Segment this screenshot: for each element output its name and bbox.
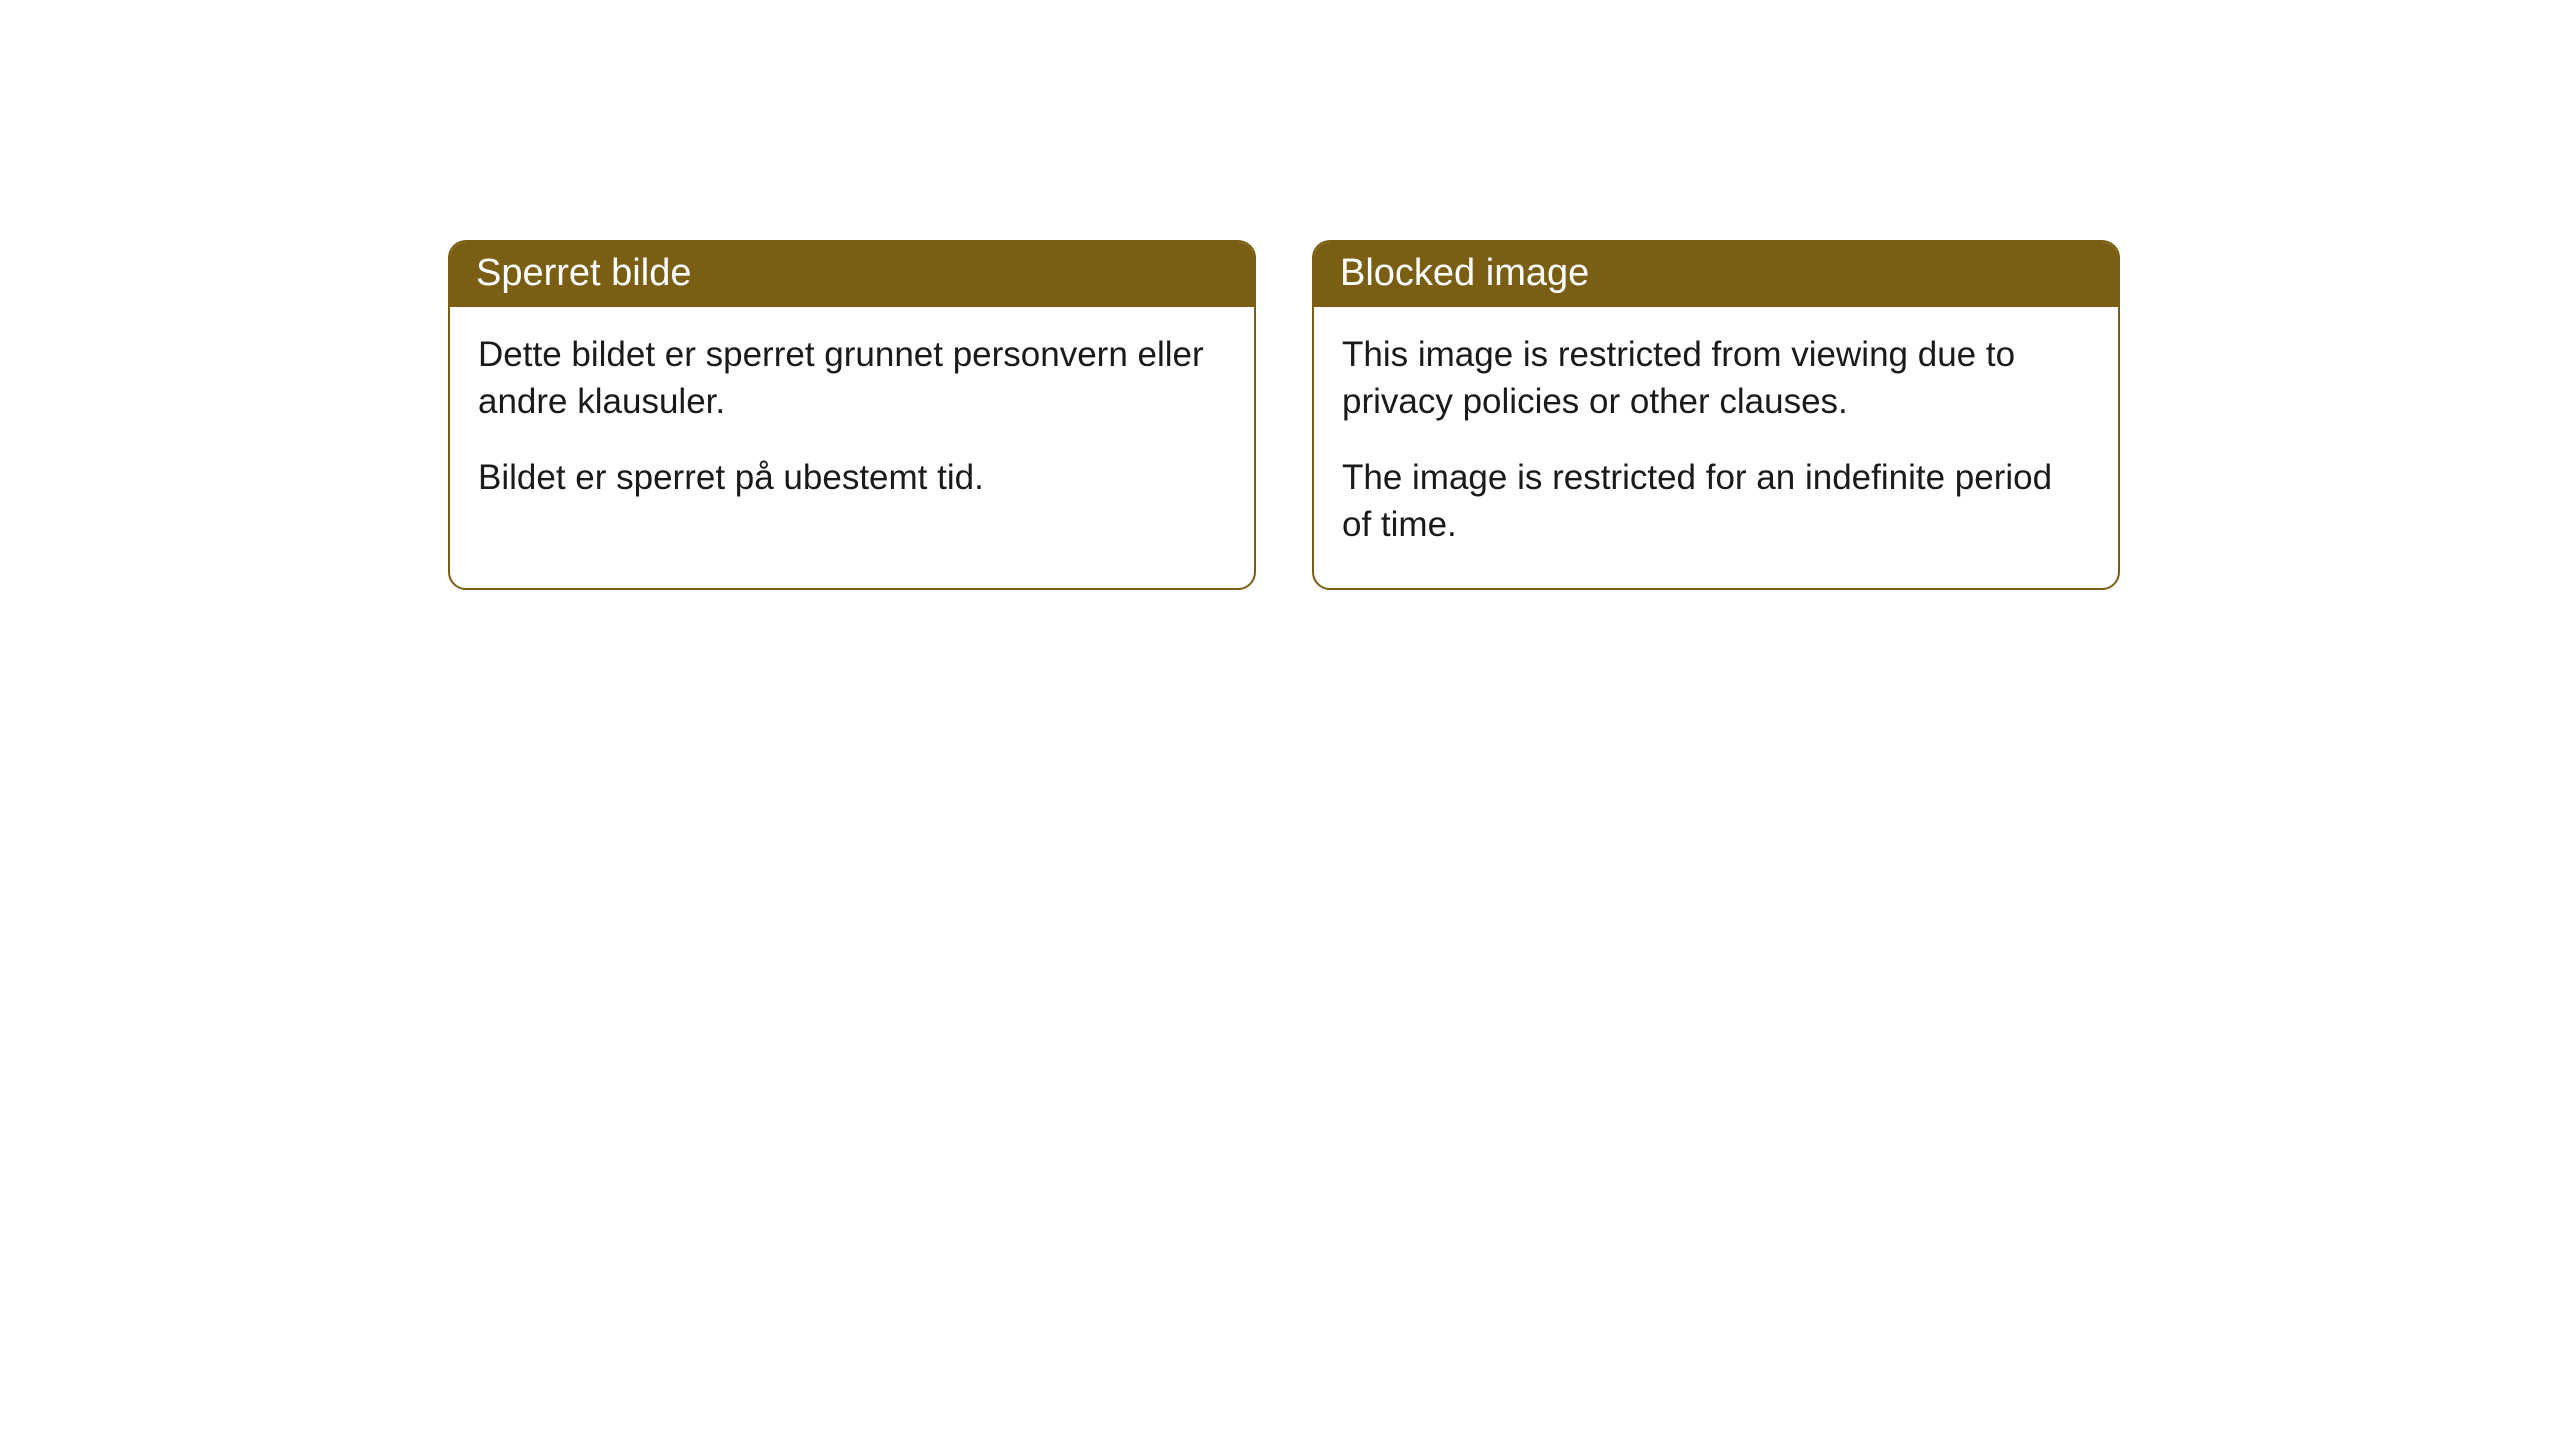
- blocked-image-card-english: Blocked image This image is restricted f…: [1312, 240, 2120, 590]
- info-cards-container: Sperret bilde Dette bildet er sperret gr…: [448, 240, 2120, 590]
- card-body: This image is restricted from viewing du…: [1314, 307, 2118, 588]
- card-title: Sperret bilde: [476, 252, 691, 294]
- card-title: Blocked image: [1340, 252, 1589, 294]
- card-header: Sperret bilde: [450, 242, 1254, 307]
- card-paragraph: Bildet er sperret på ubestemt tid.: [478, 454, 1226, 501]
- card-paragraph: This image is restricted from viewing du…: [1342, 331, 2090, 426]
- blocked-image-card-norwegian: Sperret bilde Dette bildet er sperret gr…: [448, 240, 1256, 590]
- card-body: Dette bildet er sperret grunnet personve…: [450, 307, 1254, 541]
- card-paragraph: Dette bildet er sperret grunnet personve…: [478, 331, 1226, 426]
- card-header: Blocked image: [1314, 242, 2118, 307]
- card-paragraph: The image is restricted for an indefinit…: [1342, 454, 2090, 549]
